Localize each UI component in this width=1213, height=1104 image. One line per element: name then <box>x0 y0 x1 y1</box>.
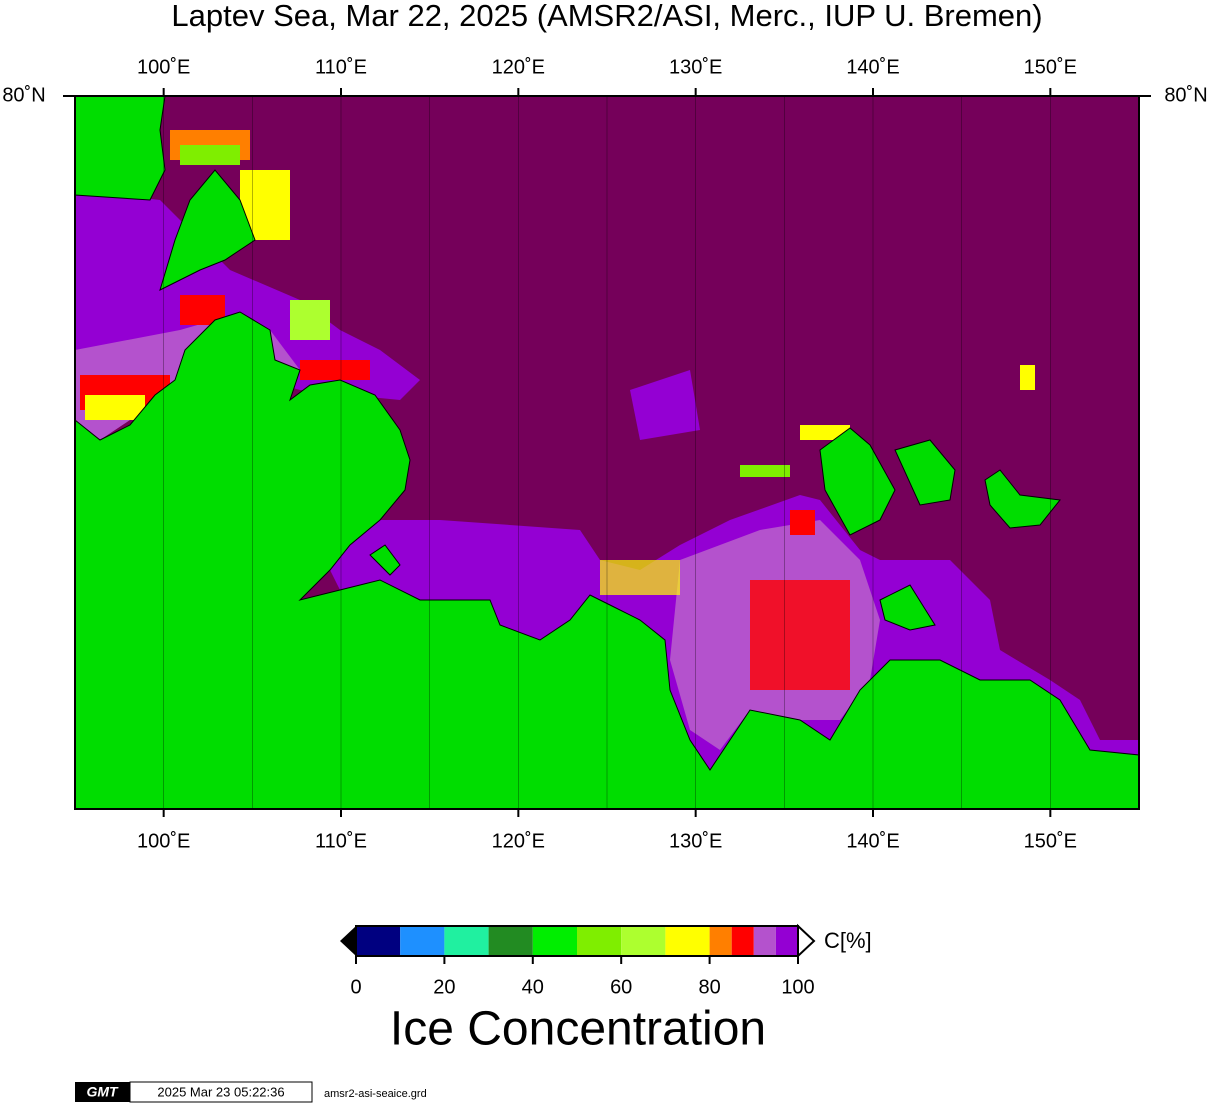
lon-label: 140˚E <box>846 830 899 852</box>
colorbar-bin <box>356 926 401 956</box>
colorbar-under <box>340 926 356 956</box>
map-frame <box>74 95 1140 810</box>
colorbar-tick-label: 100 <box>781 976 814 998</box>
title: Laptev Sea, Mar 22, 2025 (AMSR2/ASI, Mer… <box>171 0 1042 33</box>
colorbar-tick-label: 80 <box>698 976 720 998</box>
timestamp-box <box>129 1081 313 1103</box>
timestamp: 2025 Mar 23 05:22:36 <box>157 1084 284 1099</box>
colorbar-bin <box>665 926 710 956</box>
lon-label: 150˚E <box>1024 56 1077 78</box>
colorbar-bin <box>400 926 445 956</box>
footer: GMT 2025 Mar 23 05:22:36 amsr2-asi-seaic… <box>75 1081 427 1103</box>
lon-label: 110˚E <box>315 56 367 78</box>
lon-label: 100˚E <box>137 830 190 852</box>
colorbar-over <box>797 923 816 959</box>
lon-label: 150˚E <box>1024 830 1077 852</box>
lon-label: 120˚E <box>492 56 545 78</box>
colorbar-bin <box>621 926 666 956</box>
colorbar-tick-label: 20 <box>433 976 455 998</box>
lon-label: 140˚E <box>846 56 899 78</box>
file-name: amsr2-asi-seaice.grd <box>324 1088 427 1100</box>
lon-label: 110˚E <box>315 830 367 852</box>
lon-label: 130˚E <box>669 56 722 78</box>
colorbar-bin <box>709 926 732 956</box>
lon-label: 120˚E <box>492 830 545 852</box>
colorbar-bin <box>753 926 776 956</box>
colorbar-unit: C[%] <box>824 928 872 953</box>
colorbar-bin <box>731 926 754 956</box>
lon-label: 130˚E <box>669 830 722 852</box>
colorbar-label: Ice Concentration <box>390 1003 766 1056</box>
colorbar-bin <box>488 926 533 956</box>
colorbar-bin <box>444 926 489 956</box>
colorbar-tick-label: 60 <box>610 976 632 998</box>
colorbar-tick-label: 40 <box>522 976 544 998</box>
colorbar: C[%] Ice Concentration 0 20 40 60 80 100 <box>340 923 872 1056</box>
gmt-logo <box>75 1082 130 1102</box>
gmt-logo-text: GMT <box>86 1084 119 1100</box>
lon-label: 100˚E <box>137 56 190 78</box>
colorbar-frame <box>355 925 799 957</box>
lat-label: 80˚N <box>2 84 45 106</box>
map: 100˚E 100˚E 110˚E 110˚E 120˚E 120˚E 130˚E 130˚E… <box>2 56 1207 852</box>
lat-label: 80˚N <box>1164 84 1207 106</box>
colorbar-tick-label: 0 <box>350 976 361 998</box>
colorbar-bin <box>775 926 798 956</box>
colorbar-bin <box>532 926 577 956</box>
colorbar-bin <box>577 926 622 956</box>
grid: 100˚E 100˚E 110˚E 110˚E 120˚E 120˚E 130˚E 130˚E… <box>137 56 1077 852</box>
